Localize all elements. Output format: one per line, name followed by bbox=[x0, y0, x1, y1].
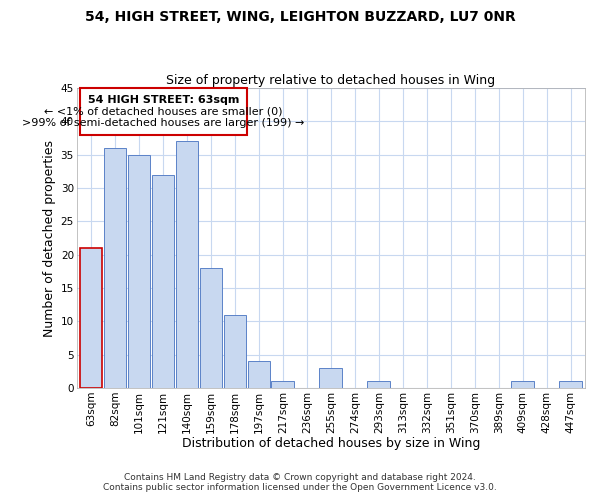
Y-axis label: Number of detached properties: Number of detached properties bbox=[43, 140, 56, 336]
Bar bbox=[248, 362, 270, 388]
Bar bbox=[152, 175, 175, 388]
Bar bbox=[200, 268, 223, 388]
Bar bbox=[104, 148, 127, 388]
Bar bbox=[176, 142, 199, 388]
Bar bbox=[80, 88, 247, 135]
Text: 54, HIGH STREET, WING, LEIGHTON BUZZARD, LU7 0NR: 54, HIGH STREET, WING, LEIGHTON BUZZARD,… bbox=[85, 10, 515, 24]
Text: >99% of semi-detached houses are larger (199) →: >99% of semi-detached houses are larger … bbox=[22, 118, 305, 128]
Bar bbox=[271, 382, 294, 388]
Bar bbox=[224, 314, 247, 388]
Bar bbox=[80, 248, 103, 388]
X-axis label: Distribution of detached houses by size in Wing: Distribution of detached houses by size … bbox=[182, 437, 480, 450]
Bar bbox=[367, 382, 390, 388]
Bar bbox=[319, 368, 342, 388]
Text: Contains HM Land Registry data © Crown copyright and database right 2024.
Contai: Contains HM Land Registry data © Crown c… bbox=[103, 473, 497, 492]
Bar bbox=[559, 382, 582, 388]
Text: 54 HIGH STREET: 63sqm: 54 HIGH STREET: 63sqm bbox=[88, 95, 239, 105]
Text: ← <1% of detached houses are smaller (0): ← <1% of detached houses are smaller (0) bbox=[44, 107, 283, 117]
Bar bbox=[128, 155, 151, 388]
Bar bbox=[511, 382, 534, 388]
Title: Size of property relative to detached houses in Wing: Size of property relative to detached ho… bbox=[166, 74, 496, 87]
